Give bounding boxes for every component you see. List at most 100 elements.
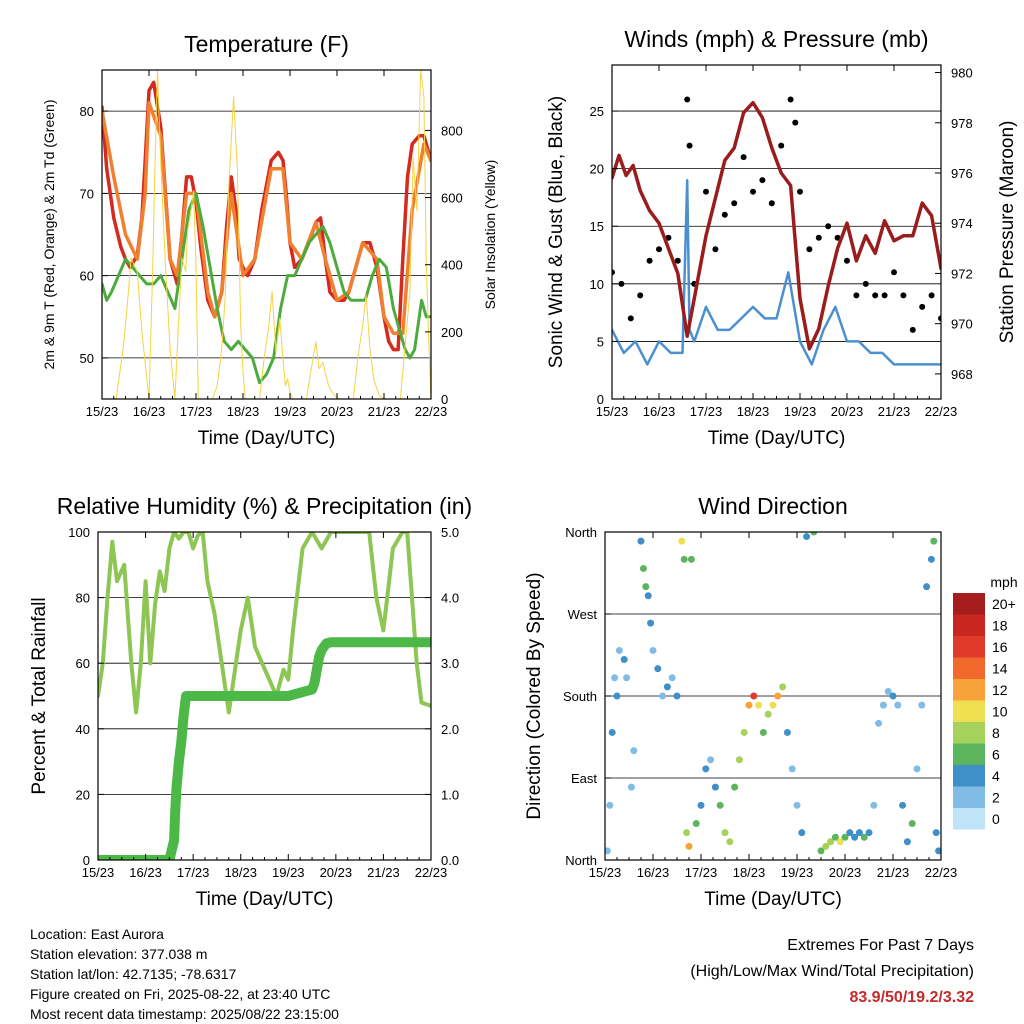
winds-gust-point (759, 177, 766, 184)
winds-gust-point (881, 292, 888, 299)
direction-point (894, 701, 902, 709)
humidity-y-tick-label: 20 (76, 787, 90, 802)
temperature-y2-tick-label: 800 (441, 123, 463, 138)
winds-gust-point (891, 269, 897, 276)
direction-point (803, 533, 811, 541)
winds-gust-point (768, 200, 775, 207)
direction-plot-area (605, 532, 941, 855)
direction-x-tick-label: 22/23 (925, 865, 958, 880)
direction-point (875, 719, 883, 727)
temperature-y2-tick-label: 400 (441, 258, 463, 273)
humidity-x-tick-label: 17/23 (177, 865, 210, 880)
direction-ylabel-left: Direction (Colored By Speed) (524, 572, 545, 819)
winds-x-tick-label: 22/23 (925, 404, 958, 419)
winds-x-tick-label: 17/23 (690, 404, 723, 419)
winds-gust-point (825, 223, 832, 230)
direction-point (639, 564, 647, 572)
direction-point (817, 847, 825, 855)
winds-gust-point (750, 188, 756, 195)
speed-legend-swatch (953, 679, 985, 701)
direction-point (935, 847, 941, 855)
winds-y2-tick-label: 976 (951, 166, 973, 181)
direction-point (716, 801, 724, 809)
created-text: Figure created on Fri, 2025-08-22, at 23… (30, 986, 331, 1002)
direction-point (908, 820, 916, 828)
winds-gust-point (665, 234, 672, 241)
direction-point (627, 783, 635, 791)
direction-point (721, 829, 729, 837)
winds-gust-point (797, 188, 803, 195)
humidity-y2-tick-label: 4.0 (441, 591, 459, 606)
temperature-x-tick-label: 17/23 (180, 404, 213, 419)
direction-point (846, 829, 854, 837)
direction-point (841, 833, 849, 841)
direction-point (678, 537, 686, 545)
direction-point (860, 833, 868, 841)
temperature-title: Temperature (F) (184, 31, 349, 57)
direction-point (649, 646, 657, 654)
direction-point (663, 683, 671, 691)
humidity-y-tick-label: 60 (76, 656, 90, 671)
direction-panel: 15/23 16/23 17/23 18/23 19/23 20/23 21/23 22/23… (524, 493, 1018, 910)
winds-y2-tick-label: 978 (951, 116, 973, 131)
temperature-x-tick-label: 21/23 (368, 404, 401, 419)
direction-point (692, 820, 700, 828)
humidity-x-tick-label: 18/23 (224, 865, 257, 880)
speed-legend-label: 10 (992, 704, 1008, 720)
extremes-values: 83.9/50/19.2/3.32 (849, 989, 974, 1006)
humidity-y-tick-label: 80 (76, 591, 90, 606)
temperature-x-tick-label: 18/23 (227, 404, 260, 419)
temperature-y-tick-label: 70 (80, 186, 94, 201)
temperature-plot-area (102, 70, 431, 399)
winds-y2-tick-label: 968 (951, 367, 973, 382)
winds-gust-point (656, 246, 662, 253)
direction-point (620, 656, 628, 664)
humidity-x-tick-label: 20/23 (320, 865, 353, 880)
extremes-title: Extremes For Past 7 Days (787, 937, 974, 954)
humidity-panel: 15/23 16/23 17/23 18/23 19/23 20/23 21/23 22/23… (29, 493, 472, 910)
humidity-ylabel-left: Percent & Total Rainfall (29, 597, 50, 794)
temperature-y2-tick-label: 600 (441, 191, 463, 206)
direction-point (644, 592, 652, 600)
humidity-x-tick-label: 22/23 (415, 865, 448, 880)
temperature-y2-tick-label: 0 (441, 392, 448, 407)
winds-gust-point (684, 96, 691, 103)
winds-gust-point (637, 292, 644, 299)
direction-point (613, 692, 621, 700)
direction-point (731, 783, 739, 791)
direction-point (918, 701, 926, 709)
winds-gust-point (834, 234, 841, 241)
winds-gust-point (646, 257, 653, 264)
direction-point (923, 583, 931, 591)
winds-gust-point (787, 96, 794, 103)
winds-gust-point (627, 315, 634, 322)
humidity-x-tick-label: 21/23 (367, 865, 400, 880)
speed-legend-label: 14 (992, 661, 1008, 677)
speed-legend-swatch (953, 657, 985, 679)
direction-x-tick-label: 19/23 (781, 865, 814, 880)
direction-point (903, 838, 911, 846)
direction-point (683, 829, 691, 837)
speed-legend-label: 6 (992, 747, 1000, 763)
winds-gust-point (612, 269, 615, 276)
direction-point (735, 756, 743, 764)
speed-legend-label: 0 (992, 811, 1000, 827)
direction-y-tick-label: North (565, 853, 597, 868)
temperature-y-tick-label: 80 (80, 104, 94, 119)
winds-y2-tick-label: 980 (951, 66, 973, 81)
winds-gust-point (731, 200, 738, 207)
extremes-subtitle: (High/Low/Max Wind/Total Precipitation) (690, 963, 974, 980)
direction-point (685, 842, 693, 850)
direction-point (779, 683, 787, 691)
winds-gust-point (844, 257, 850, 264)
humidity-xlabel: Time (Day/UTC) (196, 889, 334, 910)
humidity-y2-tick-label: 0.0 (441, 853, 459, 868)
winds-gust-point (712, 246, 719, 253)
humidity-y-tick-label: 100 (68, 525, 90, 540)
winds-y-tick-label: 20 (590, 162, 604, 177)
direction-point (836, 838, 844, 846)
extremes-box: Extremes For Past 7 Days (High/Low/Max W… (690, 933, 974, 1011)
temperature-x-tick-label: 19/23 (274, 404, 307, 419)
speed-legend-swatch (953, 593, 985, 615)
